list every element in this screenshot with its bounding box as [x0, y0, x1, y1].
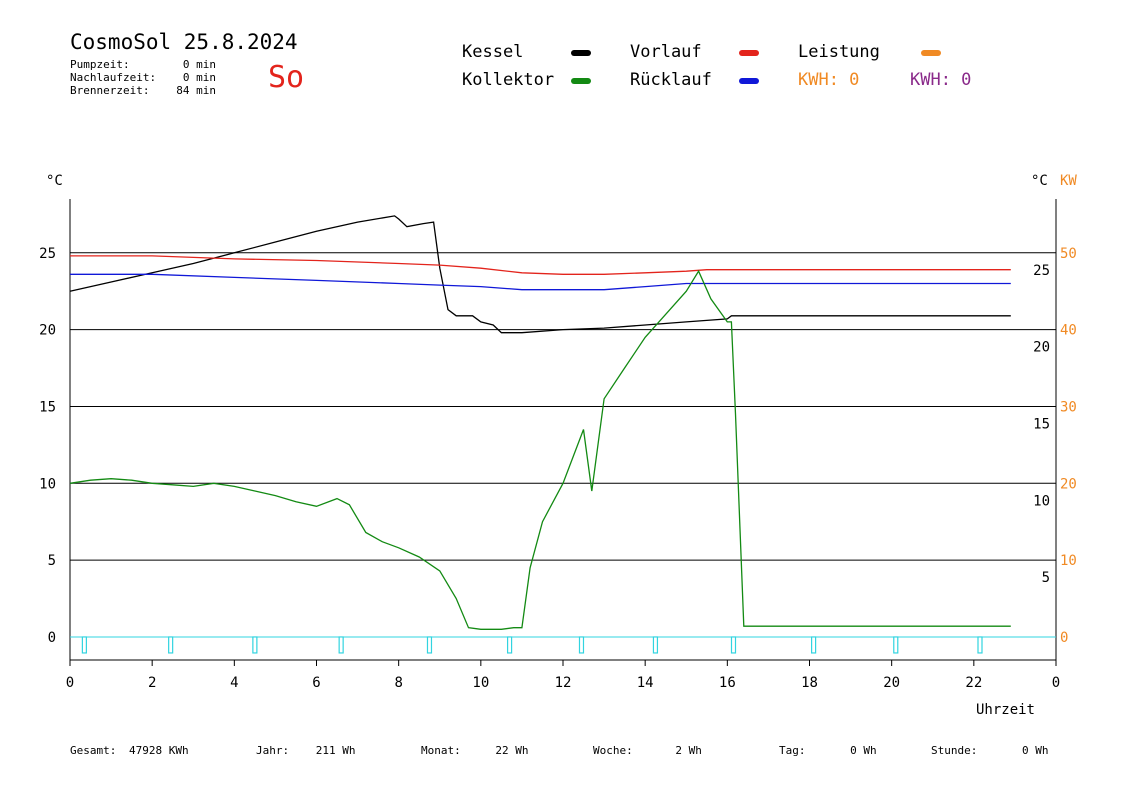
y-tick-label-right: 10	[1033, 493, 1050, 509]
pump-marker	[81, 636, 87, 654]
stat-label: Brennerzeit:	[70, 84, 150, 97]
footer-label: Gesamt:	[70, 744, 117, 757]
footer-stunde: Stunde: 0 Wh	[931, 744, 1048, 757]
y2-tick-label: 0	[1060, 630, 1068, 646]
pump-marker	[506, 636, 513, 654]
x-tick-label: 10	[472, 675, 489, 691]
legend-kollektor-label: Kollektor	[462, 70, 555, 90]
y-axis-unit-left: °C	[46, 173, 63, 189]
y-tick-label-left: 0	[48, 630, 56, 646]
footer-label: Stunde:	[931, 744, 978, 757]
legend-kollektor-swatch	[571, 78, 591, 84]
pump-marker	[252, 636, 258, 654]
footer-woche: Woche: 2 Wh	[593, 744, 702, 757]
stat-label: Pumpzeit:	[70, 58, 130, 71]
y2-tick-label: 20	[1060, 476, 1077, 492]
series-kessel	[69, 215, 1011, 334]
footer-label: Woche:	[593, 744, 633, 757]
x-tick-label: 0	[66, 675, 74, 691]
footer-value: 2 Wh	[675, 744, 702, 757]
footer-label: Tag:	[779, 744, 806, 757]
page-title: CosmoSol 25.8.2024	[70, 30, 298, 54]
footer-jahr: Jahr: 211 Wh	[256, 744, 356, 757]
y-axis-unit-right: °C	[1031, 173, 1048, 189]
y-tick-label-right: 15	[1033, 416, 1050, 432]
legend-kwh-orange: KWH: 0	[798, 70, 860, 90]
pump-marker	[338, 636, 344, 654]
tick-labels: 0 5 10 15 20 25 5 10 15 20 25 0 10 20 30 40 50 0 2 4 6 8 10 12 1…	[39, 173, 1077, 718]
series-vorlauf	[70, 255, 1011, 275]
footer-value: 22 Wh	[495, 744, 529, 757]
stat-pumpzeit: Pumpzeit: 0 min	[70, 58, 220, 71]
x-tick-label: 0	[1052, 675, 1060, 691]
y-tick-label-left: 5	[48, 553, 56, 569]
x-tick-label: 16	[719, 675, 736, 691]
pump-marker	[811, 636, 817, 654]
legend-ruecklauf-label: Rücklauf	[630, 70, 712, 90]
pump-marker	[578, 636, 585, 654]
y2-tick-label: 40	[1060, 323, 1077, 339]
pump-marker	[652, 636, 659, 654]
y2-tick-label: 30	[1060, 399, 1077, 415]
legend-kwh-purple: KWH: 0	[910, 70, 972, 90]
y-tick-label-left: 10	[39, 476, 56, 492]
legend-vorlauf-swatch	[739, 50, 759, 56]
stat-brennerzeit: Brennerzeit: 84 min	[70, 84, 220, 97]
x-tick-label: 8	[394, 675, 402, 691]
x-tick-label: 20	[883, 675, 900, 691]
x-axis-label: Uhrzeit	[976, 702, 1035, 718]
legend-leistung-label: Leistung	[798, 42, 880, 62]
series-layer	[69, 215, 1056, 654]
stats-block: Pumpzeit: 0 min Nachlaufzeit: 0 min Bren…	[70, 58, 220, 98]
pump-marker	[426, 636, 433, 654]
y-tick-label-right: 25	[1033, 263, 1050, 279]
stat-value: 0 min	[182, 58, 216, 71]
footer-value: 211 Wh	[315, 744, 356, 757]
x-tick-label: 6	[312, 675, 320, 691]
y-tick-label-left: 20	[39, 323, 56, 339]
series-rcklauf	[70, 273, 1011, 291]
footer-gesamt: Gesamt: 47928 KWh	[70, 744, 189, 757]
x-tick-label: 2	[148, 675, 156, 691]
y-tick-label-left: 15	[39, 399, 56, 415]
pump-marker	[168, 636, 174, 654]
footer-value: 47928 KWh	[128, 744, 189, 757]
y2-tick-label: 10	[1060, 553, 1077, 569]
legend-kessel-swatch	[571, 50, 591, 56]
x-tick-label: 14	[637, 675, 654, 691]
axes	[69, 199, 1057, 666]
grid-lines	[70, 252, 1056, 638]
pump-marker	[893, 636, 899, 654]
footer-tag: Tag: 0 Wh	[779, 744, 877, 757]
y-tick-label-left: 25	[39, 246, 56, 262]
y2-tick-label: 50	[1060, 246, 1077, 262]
y-tick-label-right: 5	[1042, 570, 1050, 586]
x-tick-label: 18	[801, 675, 818, 691]
legend-vorlauf-label: Vorlauf	[630, 42, 702, 62]
legend-leistung-swatch	[921, 50, 941, 56]
footer-label: Jahr:	[256, 744, 290, 757]
pump-marker	[977, 636, 983, 654]
x-tick-label: 22	[965, 675, 982, 691]
footer-value: 0 Wh	[1021, 744, 1049, 757]
pump-marker	[730, 636, 737, 654]
stat-value: 84 min	[176, 84, 216, 97]
legend-kessel-label: Kessel	[462, 42, 524, 62]
y2-axis-unit: KW	[1060, 173, 1077, 189]
x-tick-label: 12	[555, 675, 572, 691]
y-tick-label-right: 20	[1033, 340, 1050, 356]
stat-label: Nachlaufzeit:	[70, 71, 157, 84]
x-tick-label: 4	[230, 675, 238, 691]
weekday-label: So	[268, 60, 305, 95]
footer-value: 0 Wh	[850, 744, 877, 757]
footer-label: Monat:	[421, 744, 461, 757]
series-kollektor	[69, 269, 1011, 630]
stat-value: 0 min	[182, 71, 216, 84]
stat-nachlaufzeit: Nachlaufzeit: 0 min	[70, 71, 220, 84]
footer-monat: Monat: 22 Wh	[421, 744, 529, 757]
legend-ruecklauf-swatch	[739, 78, 759, 84]
